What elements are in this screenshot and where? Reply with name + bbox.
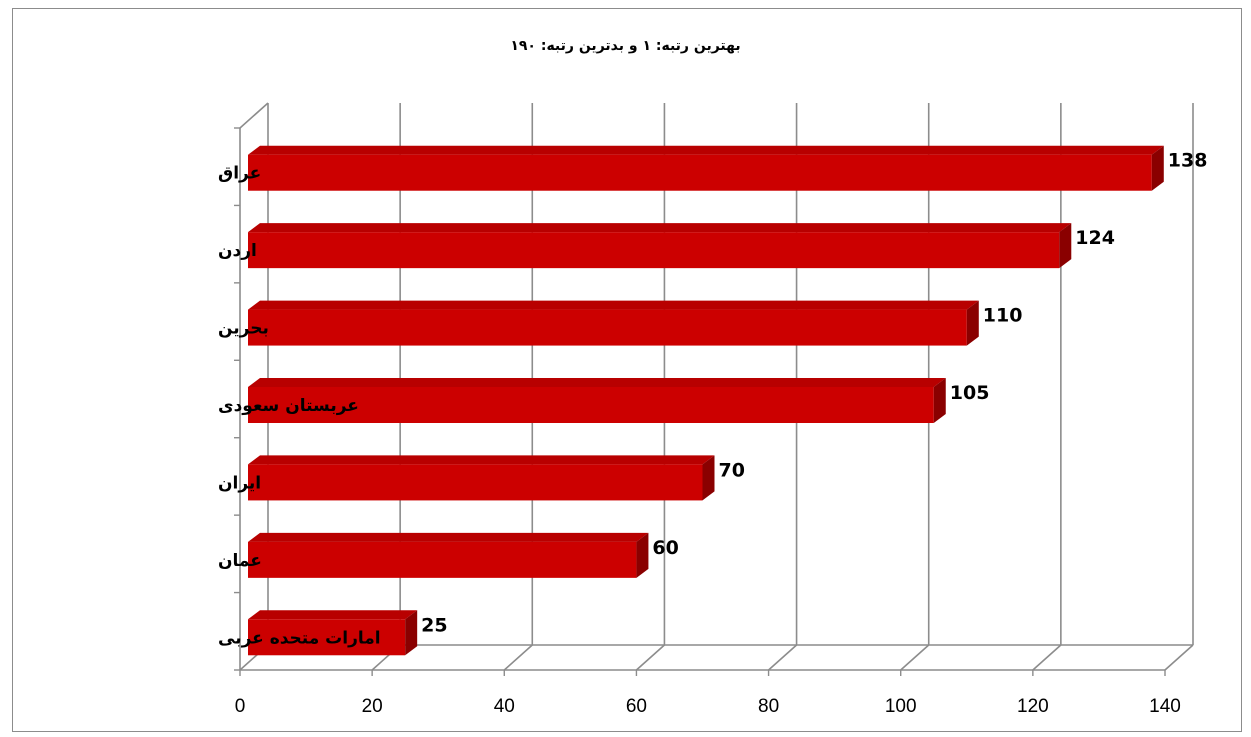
x-tick-label: 0	[235, 696, 246, 717]
bar-side-face	[966, 300, 979, 346]
category-label: امارات متحده عربی	[218, 628, 381, 648]
label-layer: 0 20 40 60 80 100 120 140 عراق 138 اردن 124 بحرین 110…	[218, 150, 1207, 717]
x-tick-label: 60	[626, 696, 647, 717]
bar-layer	[248, 145, 1164, 656]
bar-side-face	[1151, 145, 1164, 191]
bar	[248, 154, 1152, 191]
bar-side-face	[636, 532, 649, 578]
x-tick-label: 100	[885, 696, 917, 717]
bar-top-face	[248, 532, 649, 542]
chart-frame	[12, 8, 1242, 732]
bar-top-face	[248, 300, 979, 310]
bar	[248, 309, 967, 346]
data-label: 60	[652, 537, 678, 559]
data-label: 138	[1168, 150, 1208, 172]
data-label: 70	[719, 459, 745, 481]
bar-side-face	[405, 610, 418, 656]
x-tick-label: 120	[1017, 696, 1049, 717]
x-tick-label: 140	[1149, 696, 1181, 717]
x-tick-label: 20	[362, 696, 383, 717]
category-label: عراق	[218, 164, 261, 184]
bar	[248, 464, 703, 501]
category-label: عمان	[218, 551, 262, 571]
bar	[248, 387, 934, 423]
data-label: 105	[950, 382, 990, 404]
floor-line	[635, 644, 665, 671]
bar-top-face	[248, 223, 1072, 233]
chart-title: بهترین رتبه: ۱ و بدترین رتبه: ۱۹۰	[510, 38, 741, 54]
data-label: 25	[421, 614, 447, 636]
bar-top-face	[248, 145, 1164, 155]
bar	[248, 541, 637, 578]
category-label: عربستان سعودی	[218, 396, 359, 416]
floor-line	[768, 644, 798, 671]
data-label: 110	[983, 305, 1023, 327]
bar-top-face	[248, 455, 715, 465]
bar-side-face	[702, 455, 715, 501]
data-label: 124	[1075, 227, 1115, 249]
bar-top-face	[248, 610, 418, 620]
bar	[248, 619, 406, 656]
x-tick-label: 40	[494, 696, 515, 717]
floor-line	[503, 644, 533, 671]
floor-line	[900, 644, 930, 671]
bar-top-face	[248, 378, 946, 387]
category-label: بحرین	[218, 319, 269, 339]
side-wall-edge	[239, 102, 269, 129]
x-tick-label: 80	[758, 696, 779, 717]
floor-line	[1164, 644, 1194, 671]
floor-line	[1032, 644, 1062, 671]
category-label: اردن	[218, 241, 257, 261]
bar	[248, 232, 1060, 269]
bar-side-face	[1059, 223, 1072, 269]
bar-side-face	[933, 378, 946, 423]
category-label: ایران	[218, 473, 261, 493]
